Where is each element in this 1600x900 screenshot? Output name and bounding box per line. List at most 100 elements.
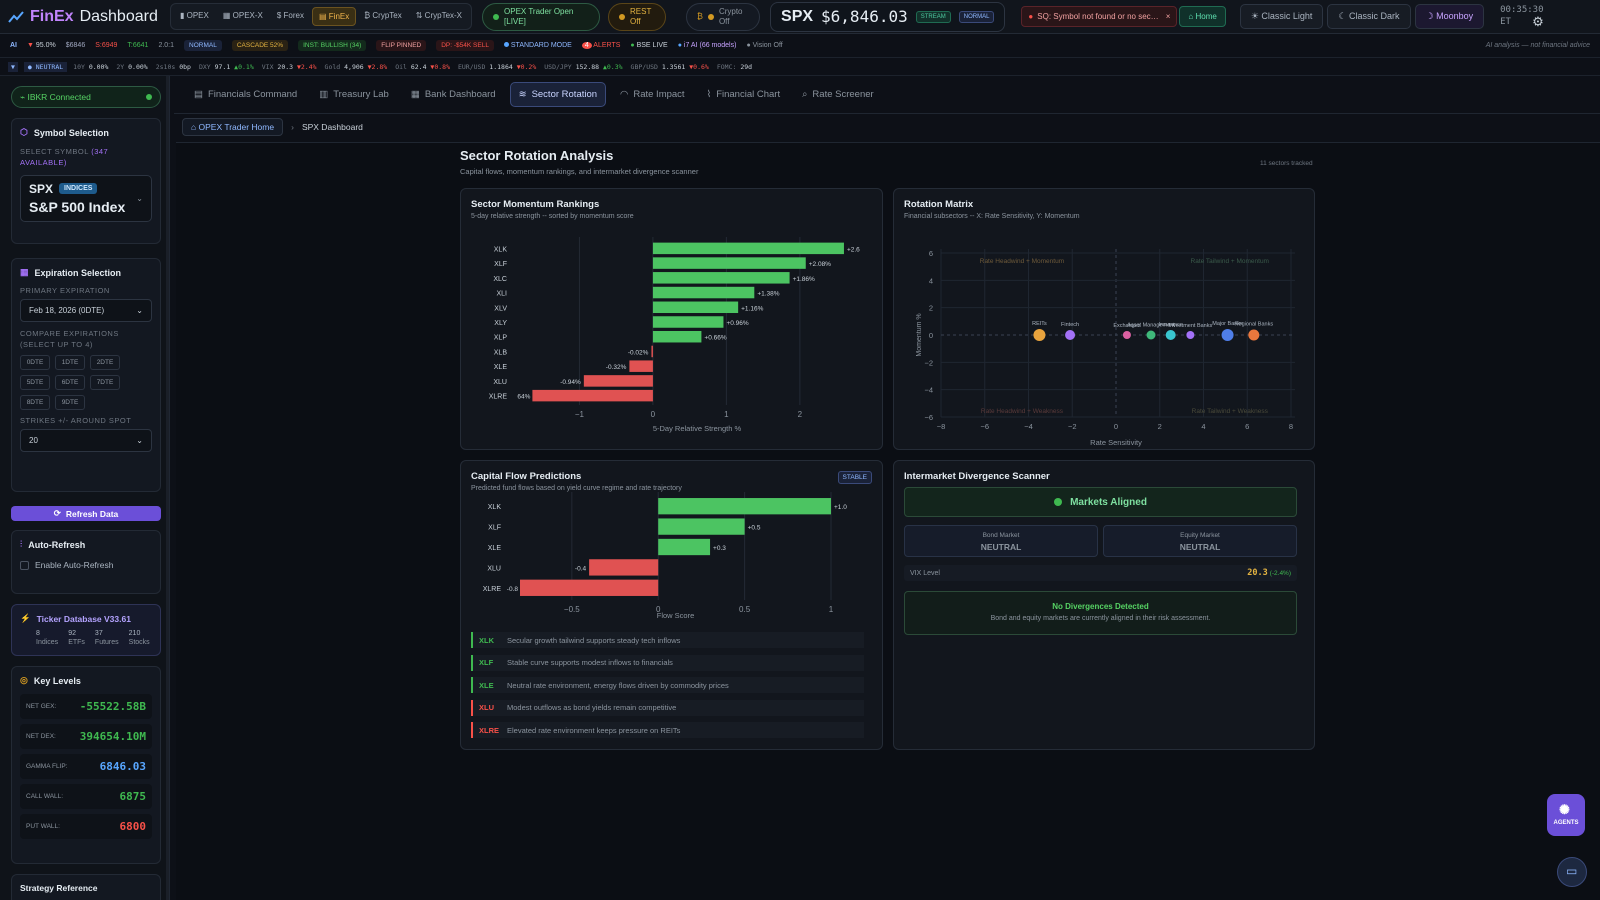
category-label: XLRE bbox=[483, 586, 502, 593]
category-label: XLK bbox=[488, 504, 502, 511]
status-dot-icon bbox=[1054, 498, 1063, 506]
expiration-card: ▦ Expiration Selection PRIMARY EXPIRATION… bbox=[11, 258, 161, 492]
ai-spot: $6846 bbox=[65, 42, 86, 49]
gear-icon[interactable]: ⚙ bbox=[1532, 13, 1544, 29]
theme-moonboy[interactable]: ☽ Moonboy bbox=[1414, 4, 1485, 29]
rest-status[interactable]: REST Off bbox=[608, 2, 667, 31]
nav-opex-x[interactable]: ▦ OPEX-X bbox=[222, 11, 263, 20]
dte-option[interactable]: 5DTE bbox=[20, 374, 50, 390]
nav-opex[interactable]: ▮ OPEX bbox=[180, 11, 209, 20]
key-level-value: 6846.03 bbox=[99, 760, 146, 773]
key-level-value: 6875 bbox=[119, 790, 147, 803]
scatter-point[interactable] bbox=[1065, 330, 1076, 340]
quadrant-label: Rate Headwind + Momentum bbox=[980, 258, 1064, 265]
point-label: Exchanges bbox=[1113, 323, 1140, 329]
nav-cryptex-x[interactable]: ⇅ CrypTex-X bbox=[415, 11, 463, 20]
home-button[interactable]: ⌂ Home bbox=[1179, 6, 1226, 27]
brand[interactable]: FinEx Dashboard bbox=[0, 8, 164, 26]
capital-flow-symbol: XLU bbox=[479, 703, 494, 712]
refresh-label: Refresh Data bbox=[65, 508, 119, 519]
error-message: SQ: Symbol not found or no security... bbox=[1037, 12, 1162, 21]
chart-trend-icon bbox=[8, 10, 24, 23]
data-label: -0.32% bbox=[606, 364, 627, 371]
i7-models: i7 AI (66 models) bbox=[683, 42, 737, 49]
bar bbox=[658, 518, 745, 535]
nav-cryptex[interactable]: ₿ CrypTex bbox=[364, 11, 402, 20]
theme-classic-light[interactable]: ☀ Classic Light bbox=[1239, 4, 1324, 29]
nav-forex[interactable]: $ Forex bbox=[276, 11, 304, 20]
dte-option[interactable]: 9DTE bbox=[55, 394, 85, 410]
scatter-point[interactable] bbox=[1033, 329, 1046, 341]
alerts-count: 4 bbox=[581, 42, 592, 49]
ibkr-status[interactable]: ⌁ IBKR Connected bbox=[11, 86, 161, 108]
equity-market-label: Equity Market bbox=[1180, 532, 1220, 539]
sidebar-scrollbar[interactable] bbox=[166, 76, 169, 900]
tab-treasury-lab[interactable]: ▥ Treasury Lab bbox=[311, 83, 397, 106]
scatter-point[interactable] bbox=[1248, 329, 1260, 341]
dte-option[interactable]: 7DTE bbox=[90, 374, 120, 390]
vix-row: VIX Level 20.3 (-2.4%) bbox=[904, 565, 1297, 581]
nav-cryptex-label: CrypTex bbox=[372, 11, 402, 20]
nav-finex-label: FinEx bbox=[328, 12, 350, 21]
auto-refresh-label: Enable Auto-Refresh bbox=[35, 560, 114, 570]
symbol-select[interactable]: SPX INDICES S&P 500 Index ⌄ bbox=[20, 174, 152, 222]
tab-financials-command[interactable]: ▤ Financials Command bbox=[186, 83, 305, 106]
primary-expiration-select[interactable]: Feb 18, 2026 (0DTE) ⌄ bbox=[20, 299, 152, 322]
quadrant-label: Rate Tailwind + Momentum bbox=[1191, 258, 1269, 265]
hexagon-icon: ⬡ bbox=[20, 127, 28, 137]
equity-market-value: NEUTRAL bbox=[1179, 542, 1221, 552]
data-label: +0.5 bbox=[748, 525, 761, 532]
chat-button[interactable]: ▭ bbox=[1557, 857, 1587, 887]
down-arrow-icon: ▼ bbox=[27, 42, 34, 49]
theme-dark-label: Classic Dark bbox=[1349, 11, 1400, 21]
db-stat-label: Futures bbox=[94, 639, 119, 647]
crypto-status[interactable]: ₿ Crypto Off bbox=[686, 2, 761, 31]
ticker-key: 2s10s bbox=[155, 62, 180, 71]
alerts-label: ALERTS bbox=[593, 42, 621, 49]
tab-bank-dashboard[interactable]: ▦ Bank Dashboard bbox=[403, 83, 504, 106]
tab-financial-chart[interactable]: ⌇ Financial Chart bbox=[699, 83, 789, 106]
strategy-card[interactable]: Strategy Reference bbox=[11, 874, 161, 900]
alerts-button[interactable]: 4 ALERTS bbox=[581, 42, 621, 49]
refresh-data-button[interactable]: ⟳ Refresh Data bbox=[11, 506, 161, 521]
capital-flow-symbol: XLRE bbox=[479, 725, 500, 735]
theme-classic-dark[interactable]: ☾ Classic Dark bbox=[1327, 4, 1411, 29]
dte-option[interactable]: 6DTE bbox=[55, 374, 85, 390]
scatter-point[interactable] bbox=[1221, 329, 1234, 341]
dte-option[interactable]: 2DTE bbox=[90, 354, 120, 370]
agents-button[interactable]: ✺ AGENTS bbox=[1547, 794, 1585, 836]
scatter-point[interactable] bbox=[1146, 330, 1156, 340]
vix-label: VIX Level bbox=[910, 569, 940, 577]
tab-icon: ◠ bbox=[620, 89, 629, 100]
breadcrumb-home[interactable]: ⌂ OPEX Trader Home bbox=[182, 118, 284, 136]
capital-title: Capital Flow Predictions bbox=[471, 471, 582, 482]
dte-option[interactable]: 1DTE bbox=[55, 354, 85, 370]
symbol-selection-title: Symbol Selection bbox=[33, 127, 109, 138]
strikes-value: 20 bbox=[29, 435, 38, 445]
ticker-change: ▼0.6% bbox=[685, 62, 709, 71]
auto-refresh-checkbox[interactable] bbox=[20, 560, 29, 570]
x-axis-label: Rate Sensitivity bbox=[1090, 438, 1142, 447]
tab-rate-screener[interactable]: ⌕ Rate Screener bbox=[794, 83, 882, 106]
dte-option[interactable]: 8DTE bbox=[20, 394, 50, 410]
strikes-select[interactable]: 20 ⌄ bbox=[20, 428, 152, 452]
ticker-value: 1.1864 bbox=[489, 62, 513, 71]
tab-rate-impact[interactable]: ◠ Rate Impact bbox=[612, 83, 693, 106]
dte-option[interactable]: 0DTE bbox=[20, 354, 50, 370]
db-stat: 37 Futures bbox=[95, 629, 119, 647]
x-tick-label: 1 bbox=[829, 605, 834, 614]
close-icon[interactable]: × bbox=[1165, 12, 1171, 21]
spx-ticker[interactable]: SPX $6,846.03 STREAM NORMAL bbox=[770, 1, 1006, 32]
scatter-point[interactable] bbox=[1165, 330, 1176, 340]
trader-status[interactable]: OPEX Trader Open [LIVE] bbox=[482, 2, 601, 31]
ticker-db-card[interactable]: ⚡ Ticker Database V33.61 8 Indices 92 ETFs 37… bbox=[11, 604, 161, 656]
clock-tz: ET bbox=[1500, 16, 1511, 27]
scatter-point[interactable] bbox=[1186, 331, 1195, 339]
collapse-chevron-icon[interactable]: ▼ bbox=[8, 61, 18, 72]
scatter-point[interactable] bbox=[1122, 331, 1131, 339]
capital-flow-symbol: XLF bbox=[479, 658, 494, 667]
page-title: Sector Rotation Analysis bbox=[460, 148, 614, 163]
nav-finex[interactable]: ▤ FinEx bbox=[312, 7, 357, 26]
ticker-value: 62.4 bbox=[410, 62, 427, 71]
tab-sector-rotation[interactable]: ≋ Sector Rotation bbox=[509, 82, 607, 107]
